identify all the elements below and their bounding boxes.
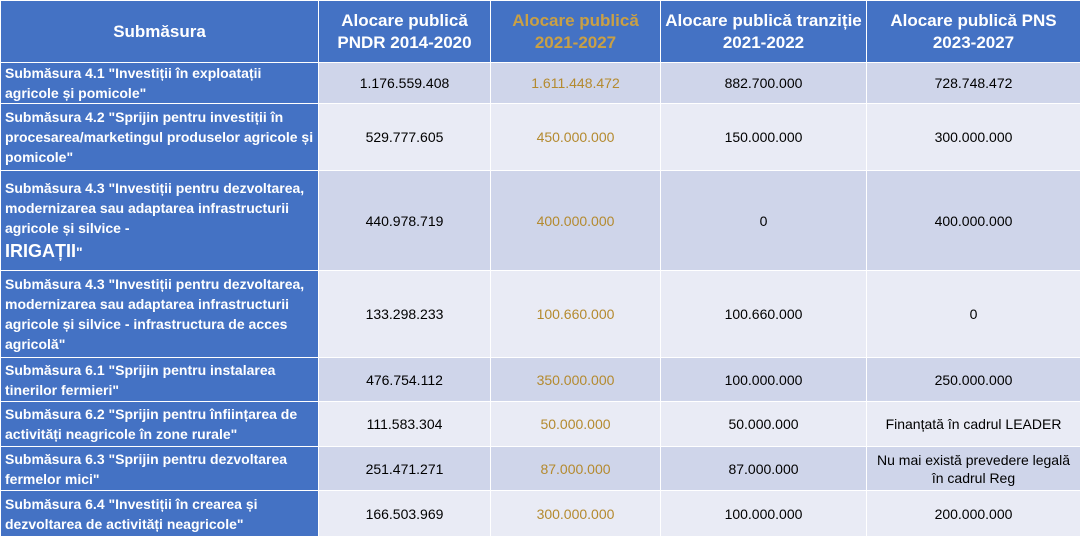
header-tranzitie: Alocare publică tranziție 2021-2022 (661, 1, 867, 63)
value-pns: Finanțată în cadrul LEADER (867, 402, 1080, 447)
value-tranzitie: 50.000.000 (661, 402, 867, 447)
value-pndr: 529.777.605 (319, 104, 491, 171)
value-tranzitie: 100.660.000 (661, 271, 867, 358)
value-pns: 250.000.000 (867, 358, 1080, 402)
value-pns: 728.748.472 (867, 63, 1080, 104)
header-submasura: Submăsura (1, 1, 319, 63)
submeasure-name: Submăsura 6.2 "Sprijin pentru înființare… (1, 402, 319, 447)
value-tranzitie: 100.000.000 (661, 358, 867, 402)
submeasure-name: Submăsura 4.1 "Investiții în exploatații… (1, 63, 319, 104)
value-pndr: 111.583.304 (319, 402, 491, 447)
table-row: Submăsura 4.3 "Investiții pentru dezvolt… (1, 171, 1080, 271)
submeasure-name: Submăsura 4.2 "Sprijin pentru investiții… (1, 104, 319, 171)
value-tranzitie: 150.000.000 (661, 104, 867, 171)
submeasure-name: Submăsura 6.4 "Investiții în crearea și … (1, 491, 319, 537)
value-pndr: 440.978.719 (319, 171, 491, 271)
table-row: Submăsura 6.2 "Sprijin pentru înființare… (1, 402, 1080, 447)
value-pndr: 166.503.969 (319, 491, 491, 537)
value-tranzitie: 100.000.000 (661, 491, 867, 537)
table-row: Submăsura 4.1 "Investiții în exploatații… (1, 63, 1080, 104)
header-alloc-2021-2027: Alocare publică 2021-2027 (491, 1, 661, 63)
value-tranzitie: 87.000.000 (661, 447, 867, 491)
value-alloc-2021-2027: 400.000.000 (491, 171, 661, 271)
value-pns: 300.000.000 (867, 104, 1080, 171)
value-pndr: 1.176.559.408 (319, 63, 491, 104)
submeasure-name: Submăsura 4.3 "Investiții pentru dezvolt… (1, 271, 319, 358)
header-row: Submăsura Alocare publică PNDR 2014-2020… (1, 1, 1080, 63)
submeasure-name-text: Submăsura 4.3 "Investiții pentru dezvolt… (5, 180, 304, 236)
submeasure-name: Submăsura 4.3 "Investiții pentru dezvolt… (1, 171, 319, 271)
value-pns: 200.000.000 (867, 491, 1080, 537)
value-pndr: 251.471.271 (319, 447, 491, 491)
value-tranzitie: 0 (661, 171, 867, 271)
value-pns: 400.000.000 (867, 171, 1080, 271)
value-alloc-2021-2027: 450.000.000 (491, 104, 661, 171)
value-alloc-2021-2027: 1.611.448.472 (491, 63, 661, 104)
value-tranzitie: 882.700.000 (661, 63, 867, 104)
table-row: Submăsura 6.3 "Sprijin pentru dezvoltare… (1, 447, 1080, 491)
value-alloc-2021-2027: 87.000.000 (491, 447, 661, 491)
value-pns: Nu mai există prevedere legală în cadrul… (867, 447, 1080, 491)
value-pns: 0 (867, 271, 1080, 358)
table-row: Submăsura 6.1 "Sprijin pentru instalarea… (1, 358, 1080, 402)
irigatii-label: IRIGAȚII (5, 241, 76, 261)
value-alloc-2021-2027: 350.000.000 (491, 358, 661, 402)
table-row: Submăsura 6.4 "Investiții în crearea și … (1, 491, 1080, 537)
value-alloc-2021-2027: 300.000.000 (491, 491, 661, 537)
header-pns: Alocare publică PNS 2023-2027 (867, 1, 1080, 63)
value-pndr: 476.754.112 (319, 358, 491, 402)
closing-quote: " (76, 244, 83, 260)
submeasure-name: Submăsura 6.3 "Sprijin pentru dezvoltare… (1, 447, 319, 491)
table-row: Submăsura 4.3 "Investiții pentru dezvolt… (1, 271, 1080, 358)
value-alloc-2021-2027: 50.000.000 (491, 402, 661, 447)
table-row: Submăsura 4.2 "Sprijin pentru investiții… (1, 104, 1080, 171)
submeasure-name: Submăsura 6.1 "Sprijin pentru instalarea… (1, 358, 319, 402)
header-pndr: Alocare publică PNDR 2014-2020 (319, 1, 491, 63)
value-alloc-2021-2027: 100.660.000 (491, 271, 661, 358)
value-pndr: 133.298.233 (319, 271, 491, 358)
